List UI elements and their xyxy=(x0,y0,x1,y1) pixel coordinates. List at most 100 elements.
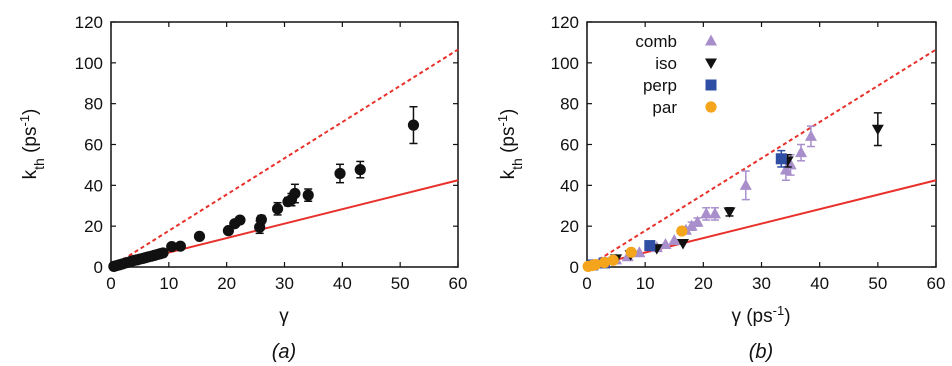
panel-b-comb-point xyxy=(685,219,698,231)
legend-marker-iso xyxy=(705,58,717,69)
panel-b-x-tick-label: 50 xyxy=(868,274,887,293)
panel-a-y-tick-label: 20 xyxy=(84,217,103,236)
panel-b-iso-point xyxy=(871,124,884,136)
panel-b-axis-ticks: 0 10 20 30 40 50 60 0 20 40 60 80 100 120 xyxy=(551,13,946,293)
panel-b-xlabel-sup: -1 xyxy=(773,303,785,318)
panel-a-axis-ticks: 0 10 20 30 40 50 60 0 20 40 60 80 100 120 xyxy=(75,13,468,293)
panel-b-points xyxy=(582,112,884,272)
panel-b-dashed-reference-line xyxy=(586,48,937,268)
panel-a-data-point xyxy=(234,214,246,226)
panel-a-y-tick-label: 120 xyxy=(75,13,103,32)
panel-a-x-tick-label: 50 xyxy=(391,274,410,293)
legend-marker-comb xyxy=(705,34,717,46)
legend-marker-par xyxy=(705,101,717,113)
panel-b-x-axis-label: γ (ps-1) xyxy=(731,303,790,328)
panel-a-data-point xyxy=(407,119,420,131)
panel-b-ylabel-main: k xyxy=(498,169,519,179)
panel-a-solid-reference-line xyxy=(110,179,459,268)
panel-a-data-point xyxy=(166,240,178,253)
panel-b-y-tick-label: 20 xyxy=(560,217,579,236)
panel-b-y-tick-label: 80 xyxy=(560,95,579,114)
panel-a-y-tick-label: 100 xyxy=(75,54,103,73)
panel-a-ylabel-sub: th xyxy=(31,158,47,170)
panel-b-legend: comb iso perp par xyxy=(635,32,717,117)
panel-b-ylabel-sub: th xyxy=(509,158,525,170)
legend-label-perp: perp xyxy=(643,76,677,95)
panel-b-lines xyxy=(586,48,937,268)
panel-b-comb-point xyxy=(668,233,681,245)
panel-a-x-tick-label: 0 xyxy=(106,274,115,293)
panel-b-perp-point xyxy=(775,153,787,165)
panel-b-y-tick-label: 40 xyxy=(560,176,579,195)
panel-b-y-tick-label: 100 xyxy=(551,54,579,73)
panel-b-par-point xyxy=(607,254,619,266)
panel-b-par-point xyxy=(590,258,602,271)
panel-a-data-point xyxy=(334,167,346,180)
panel-a-x-tick-label: 60 xyxy=(449,274,468,293)
panel-a-ylabel-unit-post: ) xyxy=(20,109,41,115)
panel-a-points xyxy=(108,105,420,272)
panel-a-y-tick-label: 40 xyxy=(84,176,103,195)
panel-b-perp-point xyxy=(644,240,656,252)
panel-a-x-tick-label: 30 xyxy=(275,274,294,293)
panel-a-x-tick-label: 10 xyxy=(159,274,178,293)
panel-b-ylabel-unit-pre: (ps xyxy=(498,127,519,159)
panel-a-ylabel-unit-sup: -1 xyxy=(17,115,32,127)
panel-b-par-point xyxy=(625,246,637,258)
legend-label-iso: iso xyxy=(655,54,677,73)
panel-b-par-point xyxy=(676,225,688,237)
panel-b-comb-point xyxy=(700,207,713,219)
panel-b-x-tick-label: 60 xyxy=(927,274,946,293)
panel-b-y-tick-label: 120 xyxy=(551,13,579,32)
panel-a-y-axis-label: kth (ps-1) xyxy=(17,109,48,180)
panel-b-label: (b) xyxy=(749,341,773,363)
panel-b-x-tick-label: 30 xyxy=(752,274,771,293)
panel-a-data-point xyxy=(354,164,366,176)
panel-b-xlabel-pre: γ (ps xyxy=(731,306,772,327)
panel-b-plot-frame xyxy=(586,21,937,268)
panel-a-x-tick-label: 20 xyxy=(217,274,236,293)
panel-b-comb-point xyxy=(804,129,817,141)
panel-a-data-point xyxy=(157,247,169,259)
panel-b-xlabel-post: ) xyxy=(784,306,790,327)
panel-a-data-point xyxy=(255,214,267,226)
panel-b-x-tick-label: 20 xyxy=(694,274,713,293)
panel-b-comb-point xyxy=(659,238,672,250)
panel-b-comb-point xyxy=(739,178,752,190)
panel-b-iso-point xyxy=(723,207,736,218)
panel-b-comb-point xyxy=(691,215,704,227)
panel-b-comb-point xyxy=(708,207,721,219)
panel-b-ylabel-unit-sup: -1 xyxy=(495,115,510,127)
panel-a-y-tick-label: 80 xyxy=(84,95,103,114)
panel-b-par-point xyxy=(598,256,611,269)
panel-b-x-tick-label: 40 xyxy=(810,274,829,293)
panel-a-y-tick-label: 0 xyxy=(94,258,103,277)
panel-b-x-tick-label: 0 xyxy=(582,274,591,293)
panel-a-label: (a) xyxy=(272,341,296,363)
panel-a-x-axis-label: γ xyxy=(279,306,289,327)
panel-a-data-point xyxy=(193,230,206,242)
panel-a-data-point xyxy=(289,187,301,200)
panel-b-y-axis-label: kth (ps-1) xyxy=(495,109,526,180)
panel-a-dashed-reference-line xyxy=(110,48,459,268)
legend-label-par: par xyxy=(652,98,677,117)
panel-b-x-tick-label: 10 xyxy=(636,274,655,293)
legend-marker-perp xyxy=(705,79,717,91)
panel-a-data-point xyxy=(271,203,284,215)
panel-b-solid-reference-line xyxy=(586,179,937,268)
panel-a-x-tick-label: 40 xyxy=(333,274,352,293)
panel-a-y-tick-label: 60 xyxy=(84,136,103,155)
panel-b-y-tick-label: 60 xyxy=(560,136,579,155)
panel-b-iso-point xyxy=(676,239,689,250)
panel-a-plot-frame xyxy=(110,21,459,268)
panel-a-ylabel-main: k xyxy=(20,169,41,179)
panel-b-ylabel-unit-post: ) xyxy=(498,109,519,115)
panel-a-lines xyxy=(110,48,459,268)
panel-b-y-tick-label: 0 xyxy=(570,258,579,277)
panel-a-data-point xyxy=(174,240,186,252)
panel-a-ylabel-unit-pre: (ps xyxy=(20,127,41,159)
panel-a-data-point xyxy=(302,189,314,201)
